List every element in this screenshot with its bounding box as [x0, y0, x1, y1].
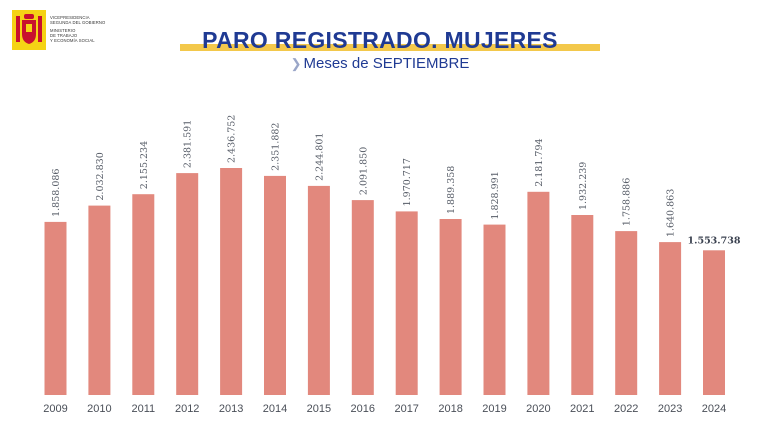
- value-label-2016: 2.091.850: [358, 147, 369, 195]
- x-tick-2016: 2016: [351, 403, 375, 415]
- bar-2019: [483, 224, 506, 395]
- x-tick-2011: 2011: [131, 403, 155, 415]
- bars-group: [44, 168, 725, 395]
- value-label-2024: 1.553.738: [688, 235, 741, 246]
- chart-title: PARO REGISTRADO. MUJERES: [202, 27, 558, 53]
- bar-2014: [264, 175, 286, 395]
- bar-2016: [351, 200, 374, 395]
- ministry-logo: VICEPRESIDENCIA SEGUNDA DEL GOBIERNO MIN…: [12, 10, 112, 52]
- bar-2013: [220, 168, 243, 395]
- x-tick-2019: 2019: [482, 403, 506, 415]
- x-tick-2015: 2015: [307, 403, 331, 415]
- x-tick-2018: 2018: [438, 403, 462, 415]
- x-tick-2013: 2013: [219, 403, 243, 415]
- value-label-2011: 2.155.234: [139, 141, 150, 189]
- value-label-2019: 1.828.991: [490, 171, 501, 219]
- x-tick-labels-group: 2009 2010 2011 2012 2013 2014 2015 2016 2017 2018…: [43, 403, 726, 415]
- bar-2017: [395, 211, 418, 395]
- x-tick-2022: 2022: [614, 403, 638, 415]
- value-label-2022: 1.758.886: [622, 178, 633, 226]
- bar-2022: [615, 231, 638, 395]
- bar-2009: [44, 221, 67, 395]
- value-label-2013: 2.436.752: [227, 115, 238, 163]
- bar-2012: [176, 173, 199, 395]
- x-tick-2010: 2010: [87, 403, 111, 415]
- value-label-2021: 1.932.239: [578, 162, 589, 210]
- x-tick-2012: 2012: [175, 403, 199, 415]
- bar-2021: [571, 215, 594, 395]
- x-tick-2023: 2023: [658, 403, 682, 415]
- value-label-2017: 1.970.717: [402, 158, 413, 206]
- x-tick-2020: 2020: [526, 403, 550, 415]
- value-label-2012: 2.381.591: [183, 120, 194, 168]
- bar-2023: [659, 242, 682, 395]
- bar-2018: [439, 219, 462, 395]
- chart-subtitle: ❯ Meses de SEPTIEMBRE: [0, 55, 760, 72]
- coat-of-arms-icon: [12, 10, 46, 50]
- value-label-2014: 2.351.882: [271, 123, 282, 171]
- logo-text: VICEPRESIDENCIA SEGUNDA DEL GOBIERNO MIN…: [50, 15, 105, 43]
- logo-line: VICEPRESIDENCIA: [50, 15, 90, 20]
- logo-line: MINISTERIO: [50, 28, 76, 33]
- x-tick-2017: 2017: [394, 403, 418, 415]
- value-label-2020: 2.181.794: [534, 138, 545, 186]
- value-label-2015: 2.244.801: [314, 133, 325, 181]
- x-tick-2024: 2024: [702, 403, 726, 415]
- logo-line: SEGUNDA DEL GOBIERNO: [50, 20, 106, 25]
- value-label-2023: 1.640.863: [666, 189, 677, 237]
- x-tick-2014: 2014: [263, 403, 287, 415]
- value-label-2010: 2.032.830: [95, 152, 106, 200]
- bar-2024: [703, 250, 725, 395]
- subtitle-text: Meses de SEPTIEMBRE: [303, 55, 470, 72]
- x-tick-2021: 2021: [570, 403, 594, 415]
- bar-2020: [527, 191, 550, 395]
- chevron-right-icon: ❯: [290, 56, 302, 71]
- logo-line: Y ECONOMÍA SOCIAL: [50, 38, 95, 43]
- bar-2010: [88, 205, 111, 395]
- bar-2015: [307, 185, 330, 395]
- x-tick-2009: 2009: [43, 403, 67, 415]
- value-label-2009: 1.858.086: [51, 169, 62, 217]
- value-label-2018: 1.889.358: [446, 166, 457, 214]
- bar-2011: [132, 194, 155, 395]
- logo-line: DE TRABAJO: [50, 33, 78, 38]
- value-labels-group: 1.858.086 2.032.830 2.155.234 2.381.591 2.43…: [51, 115, 741, 247]
- title-underline: [180, 44, 600, 51]
